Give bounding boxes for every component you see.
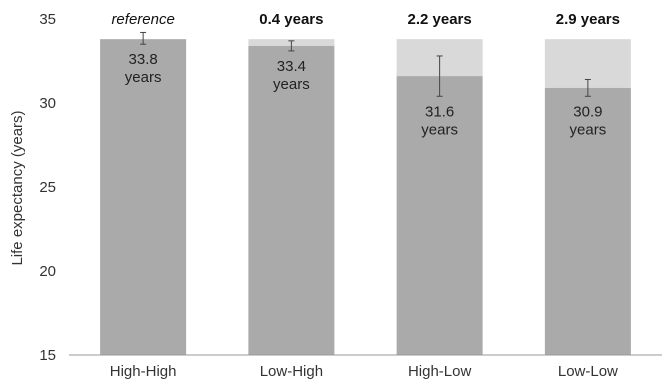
x-tick-label: Low-Low (558, 363, 618, 380)
difference-label: 2.9 years (556, 11, 620, 28)
x-tick-label: High-Low (408, 363, 472, 380)
difference-label: 0.4 years (259, 11, 323, 28)
y-tick-label: 25 (39, 179, 56, 196)
difference-label: 2.2 years (408, 11, 472, 28)
y-tick-label: 35 (39, 11, 56, 28)
y-axis: 15 20 25 30 35 (39, 11, 56, 364)
data-label: 33.8 (129, 51, 158, 68)
bar-low-low (544, 87, 631, 355)
data-label: years (570, 121, 607, 138)
data-label: years (421, 121, 458, 138)
data-label: 33.4 (277, 58, 306, 75)
y-tick-label: 15 (39, 347, 56, 364)
x-tick-label: High-High (110, 363, 177, 380)
y-axis-title: Life expectancy (years) (9, 110, 26, 265)
bar-high-low (396, 76, 483, 356)
y-tick-label: 20 (39, 263, 56, 280)
bar-low-high (248, 45, 335, 355)
x-axis: High-High Low-High High-Low Low-Low (69, 354, 662, 380)
data-label: years (125, 69, 162, 86)
bar-high-high (100, 39, 187, 355)
x-tick-label: Low-High (260, 363, 323, 380)
y-tick-label: 30 (39, 95, 56, 112)
data-label: 31.6 (425, 103, 454, 120)
data-label: years (273, 76, 310, 93)
difference-label: reference (111, 11, 174, 28)
data-label: 30.9 (573, 103, 602, 120)
